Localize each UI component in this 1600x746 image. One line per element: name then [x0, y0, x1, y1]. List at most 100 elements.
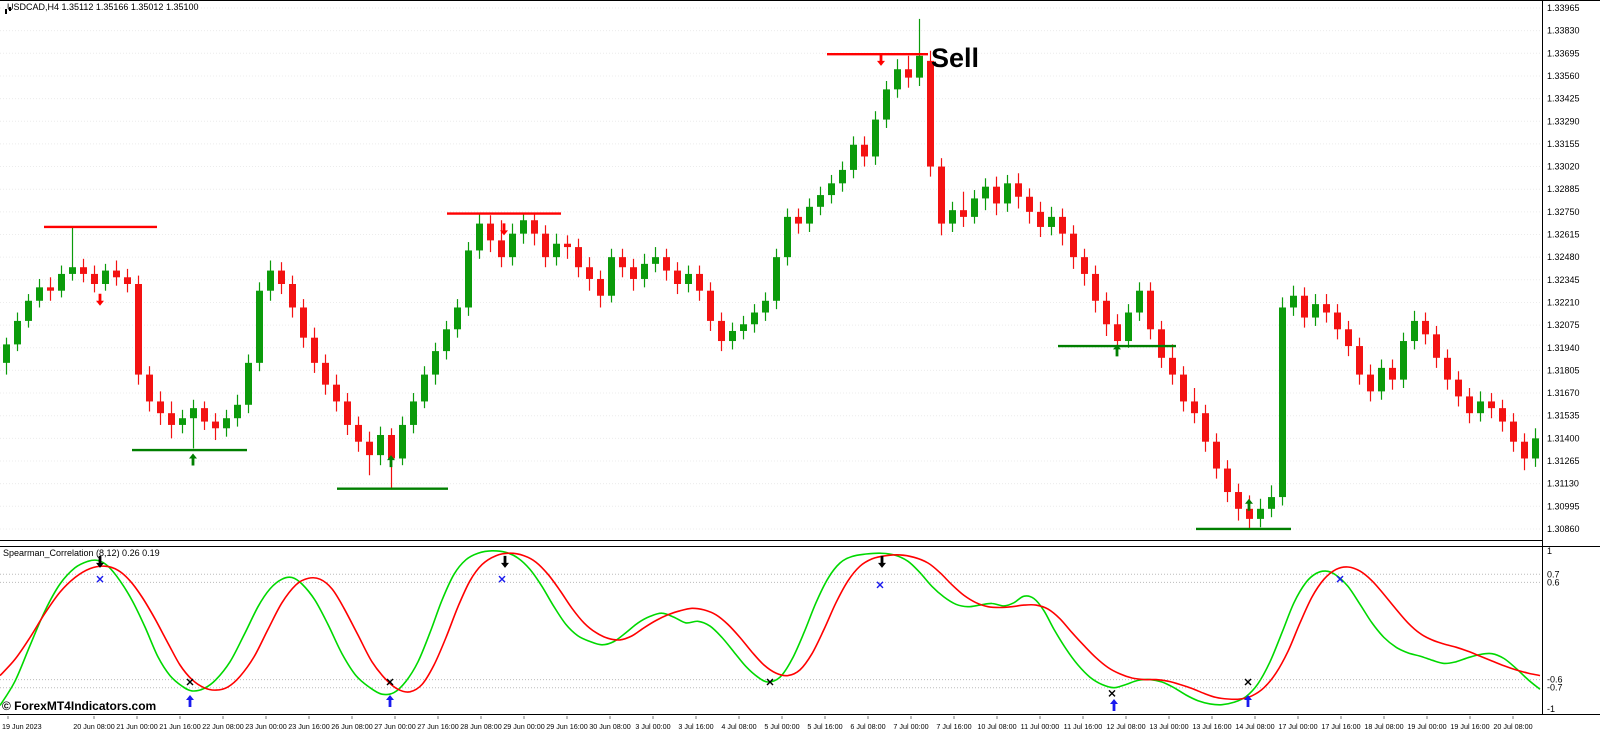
- candle-body: [36, 287, 43, 301]
- candle-body: [674, 270, 681, 284]
- candle-body: [1180, 374, 1187, 402]
- svg-text:-1: -1: [1547, 704, 1555, 714]
- candle-body: [1268, 497, 1275, 509]
- down-arrow-marker: [96, 293, 104, 306]
- candle-body: [740, 324, 747, 331]
- candle-body: [1290, 295, 1297, 308]
- svg-text:1.32885: 1.32885: [1547, 184, 1580, 194]
- spearman-indicator-panel[interactable]: 1 0.70.6 -0.6-0.7 -1: [0, 546, 1600, 716]
- price-axis-labels: 1.33965 1.33830 1.33695 1.33560 1.33425 1.332…: [1547, 3, 1580, 534]
- up-arrow-marker: [189, 453, 197, 466]
- svg-text:29 Jun 00:00: 29 Jun 00:00: [503, 722, 545, 731]
- candle-body: [795, 216, 802, 224]
- svg-text:1.33425: 1.33425: [1547, 94, 1580, 104]
- candle-body: [498, 240, 505, 258]
- candle-body: [300, 307, 307, 338]
- candle-body: [1147, 290, 1154, 330]
- candle-body: [1400, 341, 1407, 380]
- svg-text:0.7: 0.7: [1547, 569, 1560, 579]
- candle-body: [388, 434, 395, 459]
- down-arrow-marker: [501, 555, 509, 568]
- svg-text:1.32210: 1.32210: [1547, 297, 1580, 307]
- svg-text:13 Jul 16:00: 13 Jul 16:00: [1192, 722, 1231, 731]
- candle-body: [234, 404, 241, 419]
- candle-body: [762, 300, 769, 313]
- candle-body: [1059, 216, 1066, 234]
- svg-text:1.31400: 1.31400: [1547, 433, 1580, 443]
- svg-text:5 Jul 16:00: 5 Jul 16:00: [807, 722, 842, 731]
- candle-body: [223, 418, 230, 429]
- candle-body: [960, 210, 967, 217]
- candle-body: [1279, 307, 1286, 498]
- candle-body: [542, 233, 549, 258]
- svg-text:17 Jul 00:00: 17 Jul 00:00: [1278, 722, 1317, 731]
- svg-text:1.32075: 1.32075: [1547, 320, 1580, 330]
- candle-body: [982, 186, 989, 199]
- candle-body: [58, 273, 65, 291]
- svg-text:10 Jul 08:00: 10 Jul 08:00: [977, 722, 1016, 731]
- sell-annotation: Sell: [931, 43, 980, 73]
- candle-body: [696, 273, 703, 291]
- svg-text:5 Jul 00:00: 5 Jul 00:00: [764, 722, 799, 731]
- indicator-markers: [96, 555, 1344, 712]
- up-arrow-marker: [1113, 344, 1121, 357]
- candle-body: [773, 257, 780, 301]
- candle-body: [1037, 211, 1044, 227]
- svg-text:11 Jul 00:00: 11 Jul 00:00: [1021, 722, 1060, 731]
- svg-text:1.33695: 1.33695: [1547, 48, 1580, 58]
- candle-body: [718, 320, 725, 342]
- candle-body: [454, 307, 461, 330]
- candle-body: [256, 290, 263, 363]
- svg-text:14 Jul 08:00: 14 Jul 08:00: [1235, 722, 1274, 731]
- candle-body: [366, 441, 373, 456]
- up-arrow-marker: [1110, 699, 1118, 712]
- candle-body: [1070, 233, 1077, 258]
- candle-body: [69, 267, 76, 274]
- candle-body: [25, 300, 32, 321]
- svg-text:22 Jun 08:00: 22 Jun 08:00: [202, 722, 244, 731]
- candle-body: [751, 312, 758, 325]
- indicator-level-lines: [0, 573, 1542, 689]
- candle-body: [212, 421, 219, 429]
- candle-body: [938, 166, 945, 224]
- candle-body: [355, 424, 362, 442]
- candle-body: [1136, 290, 1143, 313]
- candle-body: [1422, 320, 1429, 335]
- x-marker: [1244, 678, 1252, 686]
- indicator-label: Spearman_Correlation (8,12) 0.26 0.19: [3, 548, 160, 558]
- candle-body: [685, 273, 692, 284]
- candle-body: [630, 267, 637, 279]
- candle-body: [553, 243, 560, 258]
- candle-body: [476, 223, 483, 251]
- candle-body: [124, 277, 131, 284]
- candle-body: [201, 408, 208, 422]
- candle-body: [1103, 300, 1110, 325]
- up-arrow-marker: [387, 455, 395, 468]
- candle-body: [1455, 379, 1462, 397]
- candle-body: [1092, 273, 1099, 301]
- candle-body: [245, 362, 252, 405]
- candle-body: [1499, 408, 1506, 422]
- svg-text:1.31535: 1.31535: [1547, 411, 1580, 421]
- svg-text:1.31940: 1.31940: [1547, 343, 1580, 353]
- main-price-chart[interactable]: 1.33965 1.33830 1.33695 1.33560 1.33425 1.332…: [0, 0, 1600, 546]
- candle-body: [1510, 421, 1517, 442]
- svg-text:6 Jul 08:00: 6 Jul 08:00: [850, 722, 885, 731]
- candle-body: [806, 206, 813, 224]
- x-marker: [386, 678, 394, 686]
- candle-body: [1114, 324, 1121, 342]
- candle-body: [894, 69, 901, 90]
- candle-body: [1048, 216, 1055, 227]
- candle-body: [1158, 329, 1165, 358]
- up-arrow-marker: [386, 694, 394, 707]
- candle-body: [135, 283, 142, 375]
- candle-body: [905, 69, 912, 78]
- candle-body: [146, 374, 153, 402]
- time-axis[interactable]: 19 Jun 2023 20 Jun 08:00 21 Jun 00:00 21 Ju…: [0, 716, 1600, 746]
- candle-body: [443, 329, 450, 352]
- svg-text:1.31670: 1.31670: [1547, 388, 1580, 398]
- svg-text:20 Jun 08:00: 20 Jun 08:00: [73, 722, 115, 731]
- svg-text:18 Jul 08:00: 18 Jul 08:00: [1364, 722, 1403, 731]
- candle-body: [586, 267, 593, 279]
